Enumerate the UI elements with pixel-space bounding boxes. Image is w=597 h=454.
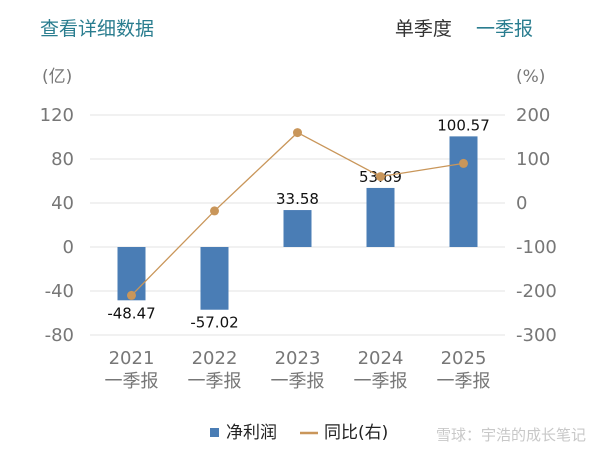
right-axis-unit: (%)	[516, 67, 545, 87]
bar-data-label: 33.58	[276, 190, 319, 208]
x-tick-year: 2023	[275, 348, 321, 369]
x-tick-year: 2025	[441, 348, 487, 369]
x-tick-year: 2022	[192, 348, 238, 369]
right-axis-tick: -100	[516, 237, 557, 258]
x-tick-quarter: 一季报	[437, 371, 491, 392]
right-axis-tick: 100	[516, 149, 550, 170]
left-axis-unit: (亿)	[42, 67, 72, 87]
right-axis-tick: 200	[516, 105, 550, 126]
left-axis-tick: -40	[45, 281, 74, 302]
period-value-dropdown[interactable]: 一季报	[475, 18, 533, 40]
bar-data-label: -48.47	[107, 304, 155, 322]
x-tick-quarter: 一季报	[105, 371, 159, 392]
left-axis-tick: 80	[51, 149, 74, 170]
x-tick-quarter: 一季报	[188, 371, 242, 392]
watermark-text: 雪球：宇浩的成长笔记	[436, 426, 586, 444]
bar-net-profit	[449, 136, 478, 247]
x-tick-year: 2024	[358, 348, 404, 369]
left-axis-tick: 0	[63, 237, 74, 258]
yoy-point	[210, 206, 219, 216]
left-axis-tick: 120	[40, 105, 74, 126]
yoy-point	[127, 290, 136, 300]
left-axis-tick: -80	[45, 325, 74, 346]
right-axis-tick: -300	[516, 325, 557, 346]
bar-data-label: -57.02	[190, 314, 238, 332]
legend-bar-label: 净利润	[226, 423, 277, 443]
view-detail-link[interactable]: 查看详细数据	[40, 18, 155, 40]
bar-net-profit	[283, 210, 312, 247]
yoy-point	[376, 172, 385, 182]
right-axis-tick: 0	[516, 193, 527, 214]
yoy-point	[293, 128, 302, 138]
right-axis-tick: -200	[516, 281, 557, 302]
x-tick-year: 2021	[109, 348, 155, 369]
left-axis-tick: 40	[51, 193, 74, 214]
period-label: 单季度	[394, 18, 452, 40]
yoy-point	[459, 158, 468, 168]
period-selector: 单季度 一季报	[395, 14, 533, 41]
x-tick-quarter: 一季报	[354, 371, 408, 392]
legend-bar-swatch	[210, 428, 219, 437]
bar-net-profit	[366, 187, 395, 247]
bar-net-profit	[200, 247, 229, 310]
bar-data-label: 100.57	[437, 116, 490, 134]
legend-line-label: 同比(右)	[324, 423, 388, 443]
x-tick-quarter: 一季报	[271, 371, 325, 392]
